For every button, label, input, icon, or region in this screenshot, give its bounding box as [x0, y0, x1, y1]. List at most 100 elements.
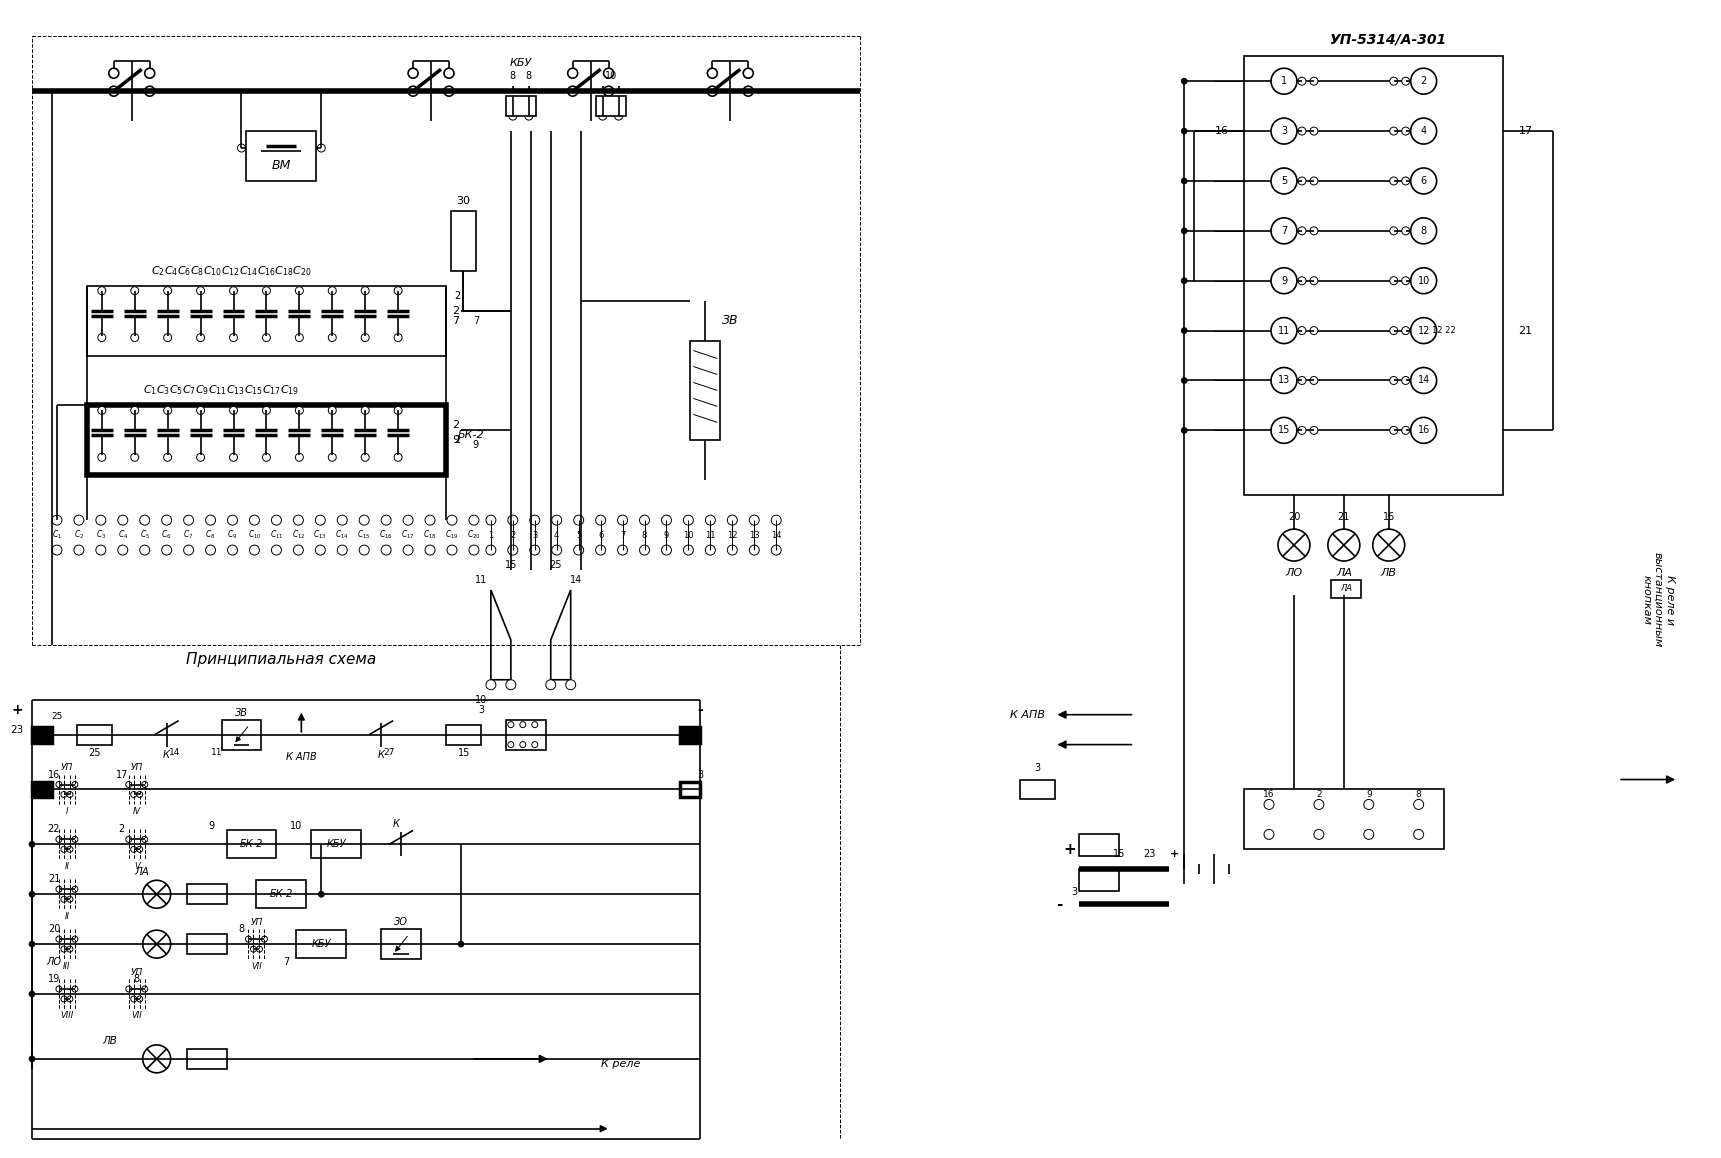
- Text: 25: 25: [88, 748, 102, 757]
- Text: 15: 15: [458, 748, 470, 757]
- Text: 22: 22: [48, 824, 60, 835]
- Circle shape: [1298, 376, 1306, 384]
- Text: 11: 11: [706, 530, 716, 540]
- Text: 9: 9: [1366, 790, 1372, 799]
- Text: БК-2: БК-2: [458, 431, 484, 440]
- Circle shape: [1411, 317, 1437, 344]
- Circle shape: [707, 68, 718, 79]
- Circle shape: [329, 453, 336, 461]
- Circle shape: [683, 545, 694, 555]
- Circle shape: [771, 515, 781, 525]
- Circle shape: [530, 515, 540, 525]
- Circle shape: [96, 545, 105, 555]
- Circle shape: [360, 545, 370, 555]
- Circle shape: [196, 453, 205, 461]
- Circle shape: [72, 836, 77, 842]
- Circle shape: [595, 545, 606, 555]
- Text: 16: 16: [48, 770, 60, 779]
- Circle shape: [1413, 799, 1423, 809]
- Circle shape: [508, 741, 515, 748]
- Text: 1: 1: [489, 530, 494, 540]
- Circle shape: [1272, 367, 1298, 394]
- Circle shape: [1310, 227, 1318, 235]
- Polygon shape: [551, 589, 571, 680]
- Circle shape: [296, 287, 303, 294]
- Text: $C_{14}$: $C_{14}$: [336, 529, 349, 541]
- Circle shape: [707, 86, 718, 96]
- Text: УП: УП: [250, 917, 263, 926]
- Circle shape: [1401, 78, 1409, 86]
- Text: 6: 6: [1420, 176, 1427, 186]
- Text: ВМ: ВМ: [272, 160, 291, 173]
- Circle shape: [683, 515, 694, 525]
- Text: УП: УП: [60, 763, 72, 772]
- Bar: [86, 405, 446, 475]
- Circle shape: [520, 741, 527, 748]
- Circle shape: [329, 287, 336, 294]
- Text: 4: 4: [554, 530, 559, 540]
- Bar: [446, 725, 480, 745]
- Text: 4: 4: [1420, 126, 1427, 137]
- Text: 15: 15: [504, 560, 516, 570]
- Text: II: II: [64, 911, 69, 921]
- Circle shape: [126, 985, 133, 992]
- Text: 16: 16: [1382, 512, 1394, 522]
- Circle shape: [98, 406, 105, 415]
- Text: $C_{1}$: $C_{1}$: [52, 529, 62, 541]
- Circle shape: [57, 782, 62, 787]
- Text: К АПВ: К АПВ: [286, 752, 317, 762]
- Text: -: -: [697, 703, 704, 717]
- Bar: [186, 1049, 227, 1069]
- Bar: [312, 830, 361, 858]
- Circle shape: [57, 936, 62, 943]
- Circle shape: [1391, 127, 1397, 135]
- Circle shape: [1181, 427, 1187, 433]
- Bar: [690, 340, 721, 440]
- Circle shape: [143, 880, 170, 908]
- Bar: [1079, 835, 1119, 856]
- Circle shape: [318, 892, 324, 897]
- Text: 23: 23: [10, 725, 24, 734]
- Text: К: К: [392, 820, 399, 829]
- Circle shape: [468, 515, 478, 525]
- Circle shape: [706, 545, 716, 555]
- Circle shape: [317, 144, 325, 152]
- Circle shape: [1391, 376, 1397, 384]
- Circle shape: [1181, 129, 1187, 134]
- Circle shape: [117, 515, 127, 525]
- Circle shape: [98, 334, 105, 342]
- Circle shape: [126, 782, 133, 787]
- Circle shape: [1411, 118, 1437, 144]
- Text: $C_2C_4C_6C_8C_{10}C_{12}C_{14}C_{16}C_{18}C_{20}$: $C_2C_4C_6C_8C_{10}C_{12}C_{14}C_{16}C_{…: [151, 264, 312, 278]
- Circle shape: [29, 1056, 34, 1062]
- Text: 9: 9: [453, 435, 460, 446]
- Text: 19: 19: [48, 974, 60, 984]
- Text: 7: 7: [473, 316, 478, 325]
- Text: 10: 10: [475, 695, 487, 705]
- Text: 2: 2: [1317, 790, 1322, 799]
- Text: КБУ: КБУ: [509, 58, 532, 68]
- Circle shape: [380, 515, 391, 525]
- Circle shape: [394, 334, 403, 342]
- Text: 14: 14: [771, 530, 781, 540]
- Text: 15: 15: [1277, 425, 1291, 435]
- Text: 3: 3: [1034, 763, 1041, 772]
- Circle shape: [458, 941, 465, 947]
- Circle shape: [361, 453, 370, 461]
- Circle shape: [67, 946, 72, 952]
- Bar: [33, 782, 52, 798]
- Circle shape: [108, 68, 119, 79]
- Text: 2: 2: [509, 530, 516, 540]
- Circle shape: [546, 680, 556, 690]
- Circle shape: [573, 515, 583, 525]
- Circle shape: [1401, 127, 1409, 135]
- Circle shape: [1272, 218, 1298, 244]
- Circle shape: [1391, 227, 1397, 235]
- Circle shape: [72, 886, 77, 893]
- Circle shape: [262, 936, 267, 943]
- Circle shape: [1411, 367, 1437, 394]
- Circle shape: [394, 406, 403, 415]
- Text: $C_{17}$: $C_{17}$: [401, 529, 415, 541]
- Circle shape: [1181, 278, 1187, 284]
- Circle shape: [1411, 267, 1437, 294]
